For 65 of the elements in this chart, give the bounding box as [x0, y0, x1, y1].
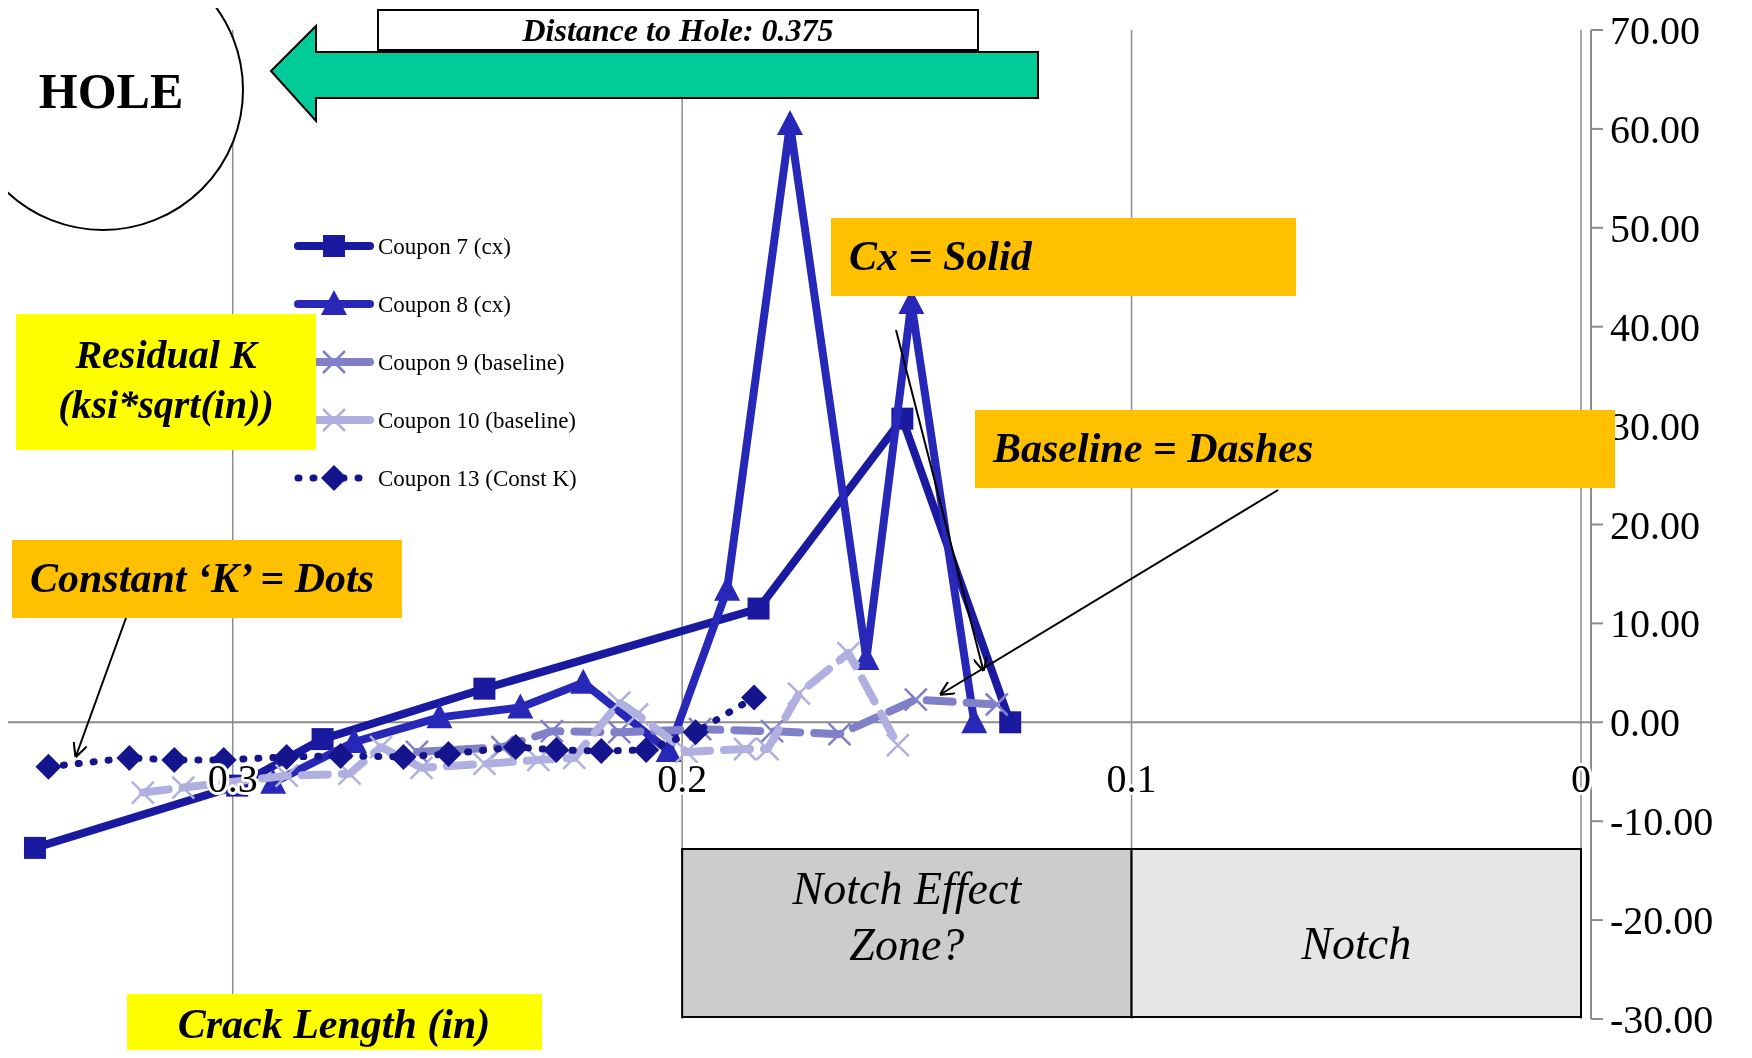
y-tick-label: 20.00	[1610, 502, 1700, 548]
point	[543, 736, 570, 763]
y-tick-label: 10.00	[1610, 601, 1700, 647]
x-tick-label: 0.2	[657, 756, 708, 802]
point	[390, 743, 417, 770]
legend-label: Coupon 9 (baseline)	[378, 350, 565, 375]
point	[786, 681, 812, 706]
y-tick-label: 50.00	[1610, 205, 1700, 251]
x-tick-label: 0.1	[1106, 756, 1157, 802]
y-axis-title: Residual K (ksi*sqrt(in))	[58, 332, 274, 427]
point	[827, 721, 852, 747]
point	[116, 744, 143, 771]
y-tick-label: -20.00	[1610, 898, 1714, 944]
legend-label: Coupon 7 (cx)	[378, 234, 511, 259]
point	[606, 690, 632, 715]
point	[633, 736, 660, 763]
point	[747, 597, 770, 620]
y-tick-label: -30.00	[1610, 997, 1714, 1042]
x-tick-label: 0	[1571, 756, 1591, 802]
point	[426, 703, 453, 729]
x-axis-title: Crack Length (in)	[177, 1001, 491, 1048]
point	[674, 739, 699, 765]
band-label: Notch Effect Zone?	[791, 863, 1023, 970]
y-tick-label: 30.00	[1610, 403, 1700, 449]
point	[473, 677, 496, 700]
point	[327, 742, 354, 769]
point	[682, 719, 709, 746]
point	[35, 753, 62, 780]
annotation: Cx = Solid	[849, 233, 1033, 279]
annotation: Baseline = Dashes	[992, 425, 1314, 471]
y-tick-label: 70.00	[1610, 8, 1700, 53]
annotation: Constant ‘K’ = Dots	[30, 555, 375, 601]
point	[409, 755, 434, 781]
legend-label: Coupon 10 (baseline)	[378, 408, 577, 433]
band-label: Notch	[1300, 918, 1412, 969]
annotation: HOLE	[38, 63, 184, 119]
point	[741, 684, 768, 711]
annotation: Distance to Hole: 0.375	[521, 12, 834, 48]
point	[368, 734, 394, 760]
point	[903, 687, 929, 712]
y-tick-label: 0.00	[1610, 700, 1680, 746]
point	[130, 780, 156, 805]
point	[23, 836, 46, 859]
point	[435, 740, 462, 767]
point	[999, 711, 1022, 734]
point	[311, 728, 334, 751]
legend-label: Coupon 13 (Const K)	[378, 466, 577, 491]
y-tick-label: 60.00	[1610, 106, 1700, 152]
point	[274, 763, 299, 788]
point	[588, 737, 615, 764]
point	[539, 718, 565, 744]
point	[507, 693, 534, 719]
point	[161, 746, 188, 773]
point	[171, 775, 196, 800]
point	[502, 734, 529, 761]
point	[624, 702, 650, 727]
y-tick-label: 40.00	[1610, 304, 1700, 350]
legend-label: Coupon 8 (cx)	[378, 292, 511, 317]
point	[885, 732, 911, 758]
point	[273, 743, 300, 770]
point	[472, 751, 497, 777]
point	[777, 109, 804, 135]
y-tick-label: -10.00	[1610, 799, 1714, 845]
point	[836, 640, 861, 666]
point	[984, 692, 1009, 717]
